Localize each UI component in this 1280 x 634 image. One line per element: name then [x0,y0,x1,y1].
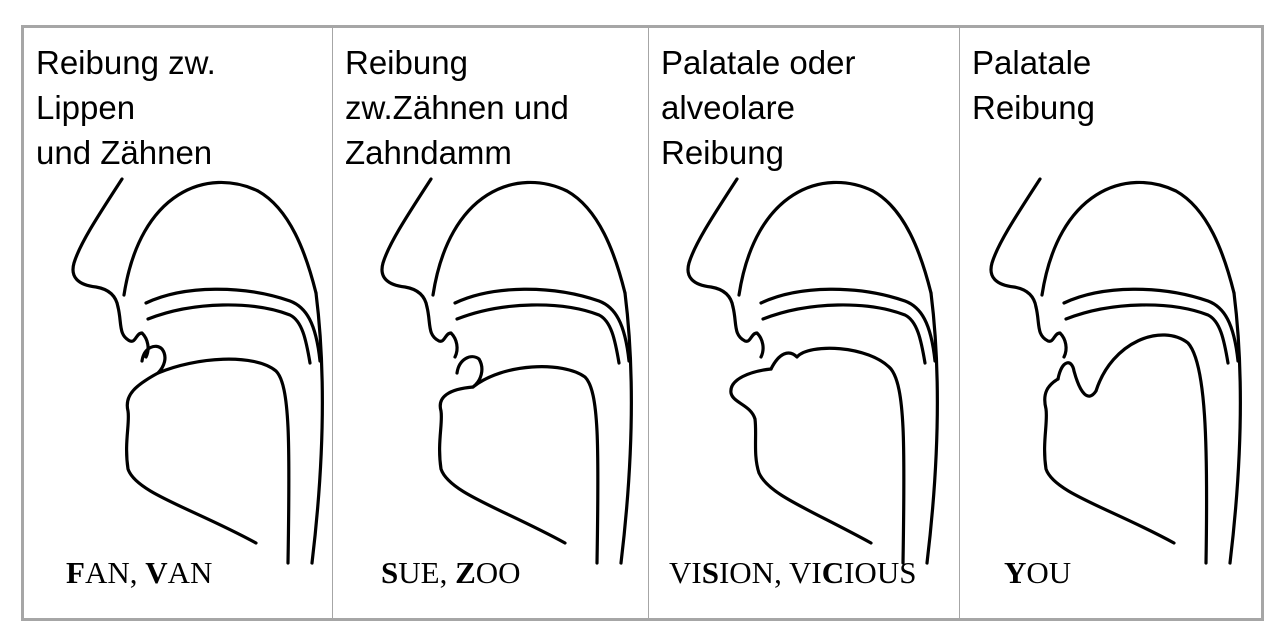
pharynx-wall-outline [1228,291,1242,565]
example-words: YOU [1004,555,1071,591]
panel-palatal-alveolar: Palatale oder alveolare Reibung VISION, … [649,28,959,618]
tongue-outline [455,355,600,565]
palate-inner-outline [759,287,937,363]
pharynx-wall-outline [925,291,939,565]
tongue-outline [769,346,906,565]
upper-lip-outline [1034,305,1068,359]
example-segment: AN, [84,555,146,590]
example-segment: F [66,555,85,590]
nose-outline [71,177,124,309]
figure-frame: Reibung zw. Lippen und Zähnen FAN, VAN R… [21,25,1264,621]
palate-outline [122,180,318,297]
pharynx-wall-outline [619,291,633,565]
panel-teeth-alveolar: Reibung zw.Zähnen und Zahndamm SUE, ZOO [333,28,648,618]
divider [332,28,333,618]
example-segment: IOUS [844,555,917,590]
tongue-outline [1056,333,1209,565]
example-segment: OO [475,555,521,590]
example-segment: UE, [398,555,456,590]
example-segment: Z [455,555,476,590]
lower-lip-jaw-outline [124,371,258,545]
example-words: FAN, VAN [66,555,212,591]
velum-outline [1064,303,1230,365]
divider [959,28,960,618]
lower-lip-jaw-outline [437,385,567,545]
example-segment: ION, VI [718,555,822,590]
palate-inner-outline [453,287,631,363]
example-words: SUE, ZOO [381,555,521,591]
vocal-tract-diagram [380,177,633,565]
velum-outline [146,303,312,365]
vocal-tract-diagram [71,177,324,565]
palate-outline [431,180,627,297]
example-segment: C [821,555,845,590]
nose-outline [380,177,433,309]
pharynx-wall-outline [310,291,324,565]
example-segment: S [381,555,399,590]
panel-palatal: Palatale Reibung YOU [960,28,1264,618]
divider [648,28,649,618]
nose-outline [686,177,739,309]
panel-lips-teeth: Reibung zw. Lippen und Zähnen FAN, VAN [24,28,332,618]
example-segment: Y [1004,555,1027,590]
palate-outline [1040,180,1236,297]
panel-heading: Reibung zw. Lippen und Zähnen [36,44,216,171]
panel-heading: Palatale Reibung [972,44,1095,126]
example-words: VISION, VICIOUS [669,555,916,591]
panel-heading: Palatale oder alveolare Reibung [661,44,856,171]
example-segment: OU [1026,555,1072,590]
panel-heading: Reibung zw.Zähnen und Zahndamm [345,44,569,171]
palate-outline [737,180,933,297]
upper-lip-outline [731,305,765,359]
example-segment: AN [167,555,213,590]
example-segment: V [145,555,168,590]
vocal-tract-diagram [686,177,939,565]
velum-outline [455,303,621,365]
example-segment: S [701,555,719,590]
upper-lip-outline [116,305,150,359]
velum-outline [761,303,927,365]
palate-inner-outline [144,287,322,363]
example-segment: VI [669,555,702,590]
lower-lip-jaw-outline [729,367,873,545]
lower-lip-jaw-outline [1042,377,1176,545]
tongue-outline [140,344,291,565]
vocal-tract-diagram [989,177,1242,565]
nose-outline [989,177,1042,309]
upper-lip-outline [425,305,459,359]
palate-inner-outline [1062,287,1240,363]
